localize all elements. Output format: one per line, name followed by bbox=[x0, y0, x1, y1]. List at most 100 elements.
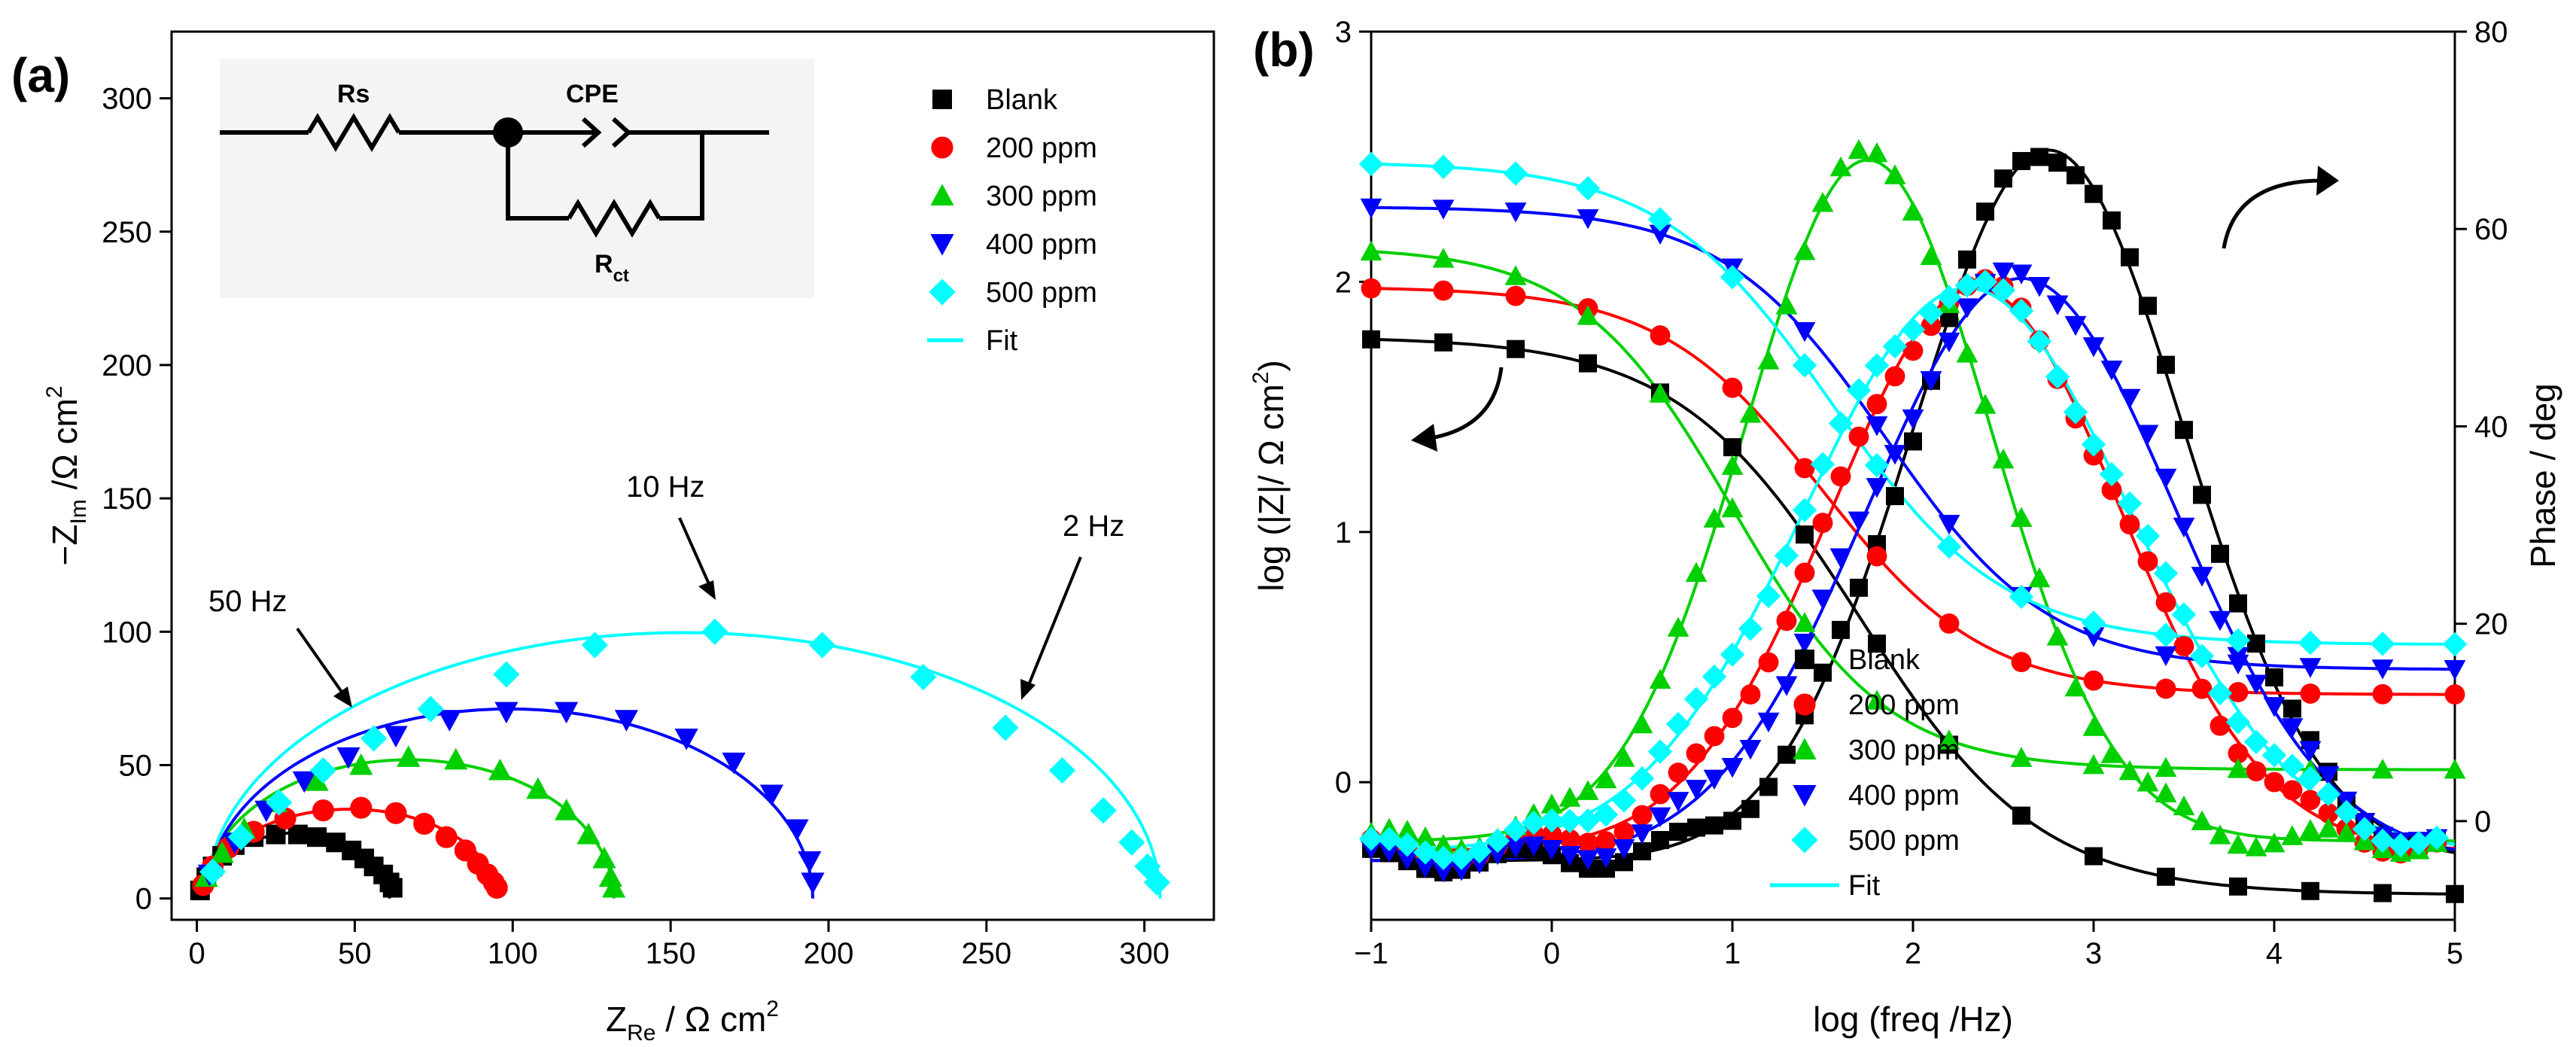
panel-b-phase-point-200-ppm bbox=[1650, 784, 1671, 805]
panel-a-x-tick-label: 300 bbox=[1119, 937, 1169, 970]
panel-a-point-400-ppm bbox=[759, 784, 784, 807]
panel-b-phase-point-blank bbox=[1705, 816, 1723, 835]
panel-b-legend-marker bbox=[1793, 738, 1817, 759]
panel-b-phase-point-200-ppm bbox=[2300, 790, 2321, 811]
panel-b-phase-point-400-ppm bbox=[2082, 337, 2105, 358]
panel-b-x-tick-label: 3 bbox=[2085, 937, 2102, 970]
panel-b-phase-point-500-ppm bbox=[1358, 826, 1384, 851]
panel-b-right-y-tick-label: 60 bbox=[2474, 213, 2508, 246]
panel-b-phase-point-300-ppm bbox=[2317, 817, 2340, 838]
panel-b-phase-point-400-ppm bbox=[1577, 850, 1599, 870]
panel-b-phase-point-300-ppm bbox=[1396, 820, 1419, 840]
panel-b-x-tick-label: 4 bbox=[2266, 937, 2283, 970]
panel-b-logz-point-500-ppm bbox=[2298, 630, 2323, 656]
panel-b-logz-point-400-ppm bbox=[2299, 658, 2322, 678]
panel-a-data-points bbox=[190, 618, 1171, 901]
panel-b-phase-point-400-ppm bbox=[1559, 846, 1581, 866]
panel-b-legend-marker bbox=[1791, 826, 1818, 854]
left-axis-arrow bbox=[1425, 367, 1504, 441]
panel-b-logz-point-400-ppm bbox=[1649, 224, 1671, 245]
panel-b-phase-point-400-ppm bbox=[2317, 766, 2340, 787]
panel-b-phase-point-300-ppm bbox=[1685, 562, 1708, 582]
panel-b-phase-point-500-ppm bbox=[2370, 828, 2395, 854]
panel-a-x-tick-label: 100 bbox=[488, 937, 538, 970]
panel-a-point-400-ppm bbox=[336, 747, 360, 769]
panel-b-phase-point-blank bbox=[1759, 778, 1778, 796]
panel-b-phase-point-400-ppm bbox=[1649, 807, 1671, 828]
panel-a-y-tick-label: 100 bbox=[102, 616, 152, 649]
panel-b-phase-point-blank bbox=[1778, 745, 1796, 764]
panel-a-point-300-ppm bbox=[444, 747, 468, 770]
panel-b-phase-point-300-ppm bbox=[1793, 240, 1816, 260]
panel-b-phase-point-200-ppm bbox=[2210, 715, 2231, 736]
panel-b-phase-point-300-ppm bbox=[2227, 833, 2249, 854]
panel-a-legend: Blank 200 ppm 300 ppm 400 ppm 500 ppm Fit bbox=[927, 84, 1097, 357]
panel-b-data-points bbox=[1358, 138, 2468, 903]
panel-b-phase-point-500-ppm bbox=[2045, 364, 2070, 389]
panel-b-logz-point-200-ppm bbox=[2011, 652, 2032, 673]
panel-b-phase-point-400-ppm bbox=[2118, 388, 2141, 409]
panel-b-logz-point-blank bbox=[2012, 806, 2030, 825]
panel-b-phase-point-400-ppm bbox=[1920, 371, 1942, 391]
panel-b-phase-point-400-ppm bbox=[1884, 445, 1906, 465]
panel-b-phase-point-500-ppm bbox=[1503, 817, 1528, 842]
panel-b-phase-point-400-ppm bbox=[2191, 567, 2213, 587]
panel-b-left-y-tick-label: 3 bbox=[1335, 16, 1352, 49]
panel-b-logz-point-400-ppm bbox=[1793, 322, 1816, 342]
panel-b-logz-point-blank bbox=[2301, 881, 2319, 900]
panel-b-phase-point-500-ppm bbox=[2298, 765, 2323, 791]
panel-b-phase-point-300-ppm bbox=[1414, 826, 1437, 847]
panel-b-logz-point-200-ppm bbox=[1505, 285, 1526, 306]
panel-b-phase-point-400-ppm bbox=[1685, 780, 1708, 800]
panel-a-fit-500-ppm bbox=[205, 631, 1162, 899]
panel-a-point-300-ppm bbox=[488, 758, 512, 781]
panel-b-logz-point-blank bbox=[1434, 333, 1452, 352]
panel-b-left-y-tick-label: 2 bbox=[1335, 266, 1352, 299]
panel-b-phase-point-200-ppm bbox=[2101, 479, 2122, 501]
panel-a-point-400-ppm bbox=[674, 729, 698, 750]
panel-b-phase-point-300-ppm bbox=[1649, 668, 1671, 689]
panel-b-phase-point-400-ppm bbox=[2227, 647, 2249, 668]
panel-a-point-200-ppm bbox=[413, 812, 436, 835]
panel-b-phase-point-blank bbox=[2121, 248, 2139, 266]
panel-b-phase-point-400-ppm bbox=[1667, 792, 1689, 812]
panel-b-logz-point-200-ppm bbox=[2372, 683, 2393, 705]
panel-a-point-300-ppm bbox=[349, 753, 373, 775]
panel-b-phase-point-200-ppm bbox=[1866, 394, 1887, 415]
panel-b-logz-point-300-ppm bbox=[2010, 747, 2033, 767]
panel-b-phase-point-200-ppm bbox=[2264, 772, 2285, 793]
panel-b-phase-point-blank bbox=[2229, 594, 2247, 613]
panel-a-legend-marker bbox=[930, 184, 954, 205]
annotation-2hz-arrow bbox=[1023, 556, 1082, 695]
panel-a-point-400-ppm bbox=[292, 771, 316, 793]
panel-b-logz-point-blank bbox=[2229, 877, 2247, 896]
panel-a-point-400-ppm bbox=[614, 710, 638, 732]
panel-b-logz-point-500-ppm bbox=[2009, 584, 2034, 610]
panel-a-point-300-ppm bbox=[397, 745, 421, 767]
panel-b-phase-point-500-ppm bbox=[1918, 300, 1944, 326]
panel-b-phase-point-400-ppm bbox=[1613, 839, 1635, 860]
panel-b-phase-point-500-ppm bbox=[1774, 543, 1799, 568]
panel-b-phase-point-400-ppm bbox=[2137, 425, 2159, 445]
panel-b-phase-point-500-ppm bbox=[1991, 278, 2016, 303]
panel-b-left-y-tick-label: 1 bbox=[1335, 516, 1352, 549]
panel-b-phase-point-400-ppm bbox=[1992, 262, 2015, 283]
panel-b-phase-point-400-ppm bbox=[1829, 548, 1852, 568]
panel-b-phase-point-500-ppm bbox=[2171, 602, 2197, 627]
panel-b-logz-point-blank bbox=[1579, 354, 1597, 373]
panel-b-logz-point-blank bbox=[1723, 438, 1741, 457]
panel-b-phase-point-500-ppm bbox=[2135, 523, 2161, 549]
panel-b-legend-marker bbox=[1793, 693, 1816, 716]
panel-b-logz-point-300-ppm bbox=[1504, 265, 1527, 285]
panel-a-point-400-ppm bbox=[384, 726, 408, 748]
panel-b-phase-point-500-ppm bbox=[1738, 616, 1763, 641]
panel-b-logz-point-300-ppm bbox=[1577, 305, 1599, 325]
panel-b-logz-point-200-ppm bbox=[2083, 670, 2104, 691]
panel-a-fit-400-ppm bbox=[205, 707, 814, 899]
panel-b-x-tick-label: 0 bbox=[1543, 937, 1560, 970]
panel-b-phase-point-300-ppm bbox=[2335, 822, 2358, 842]
panel-b-phase-point-500-ppm bbox=[1954, 272, 1980, 298]
panel-b-legend-label: 500 ppm bbox=[1848, 825, 1960, 857]
panel-b-x-tick-label: −1 bbox=[1354, 937, 1388, 970]
panel-b-phase-point-500-ppm bbox=[1413, 840, 1438, 865]
